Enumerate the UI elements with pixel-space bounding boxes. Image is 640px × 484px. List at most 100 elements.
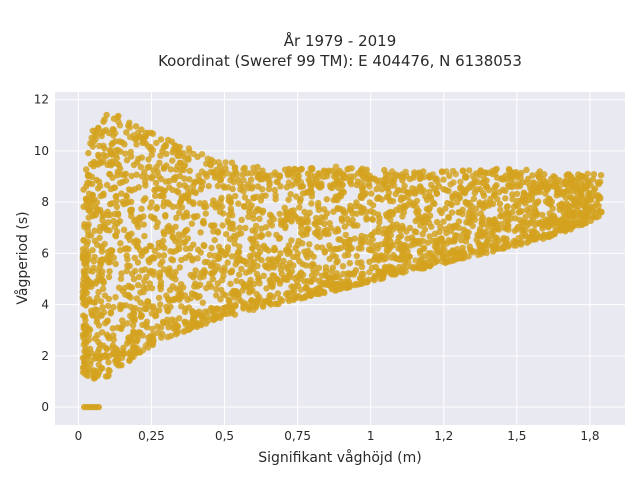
data-point <box>562 177 569 185</box>
data-point <box>229 173 236 181</box>
data-point <box>194 255 201 262</box>
data-point <box>194 212 201 220</box>
data-point <box>402 258 409 265</box>
data-point <box>515 180 522 187</box>
data-point <box>156 273 163 281</box>
data-point <box>275 235 283 242</box>
data-point <box>126 262 133 270</box>
data-point <box>491 190 498 198</box>
data-point <box>326 220 333 227</box>
data-point <box>472 211 479 218</box>
data-point <box>542 216 550 223</box>
data-point <box>198 315 206 322</box>
data-point <box>156 307 163 314</box>
data-point <box>238 265 245 273</box>
data-point <box>542 198 550 205</box>
data-point <box>110 303 117 311</box>
data-point <box>228 159 236 166</box>
data-point <box>341 223 348 230</box>
data-point <box>364 175 371 182</box>
data-point <box>253 270 261 278</box>
data-point <box>204 313 211 321</box>
data-point <box>323 226 330 234</box>
data-point <box>140 213 147 220</box>
data-point <box>352 202 359 210</box>
data-point <box>436 228 443 235</box>
data-point <box>80 237 87 244</box>
data-point <box>139 321 146 329</box>
data-point <box>590 171 598 178</box>
data-point <box>352 280 360 288</box>
x-tick-label: 0,5 <box>215 429 234 443</box>
data-point <box>424 239 432 246</box>
data-point <box>202 210 209 217</box>
data-point <box>139 173 146 180</box>
data-point <box>85 232 92 239</box>
data-point <box>228 267 236 274</box>
data-point <box>578 173 585 180</box>
data-point <box>395 234 403 241</box>
y-tick-label: 10 <box>34 144 49 158</box>
data-point <box>109 200 116 207</box>
data-point <box>521 230 528 238</box>
data-point <box>443 168 450 175</box>
data-point <box>266 276 273 284</box>
data-point <box>149 130 157 137</box>
data-point <box>307 292 314 299</box>
data-point <box>294 250 301 257</box>
data-point <box>426 188 433 195</box>
data-point <box>421 220 428 227</box>
data-point <box>95 338 102 346</box>
data-point <box>231 240 238 247</box>
data-point <box>518 222 526 229</box>
data-point <box>284 276 291 283</box>
data-point <box>262 224 270 231</box>
data-point <box>210 310 217 317</box>
data-point <box>133 171 140 178</box>
data-point <box>273 178 280 186</box>
data-point <box>112 233 120 240</box>
data-point <box>469 184 476 191</box>
data-point <box>575 197 583 204</box>
data-point <box>444 258 451 266</box>
data-point <box>258 231 265 239</box>
data-point <box>402 268 409 275</box>
data-point <box>182 156 190 163</box>
data-point <box>339 206 347 214</box>
data-point <box>445 237 452 244</box>
data-point <box>142 247 150 255</box>
data-point <box>318 244 326 251</box>
data-point <box>157 278 165 286</box>
data-point <box>214 228 221 235</box>
data-point <box>85 251 92 258</box>
data-point <box>388 182 395 189</box>
data-point <box>176 286 183 293</box>
data-point <box>216 208 224 215</box>
data-point <box>315 183 322 190</box>
data-point <box>358 245 365 252</box>
data-point <box>96 234 103 242</box>
data-point <box>241 203 248 210</box>
data-point <box>105 273 113 281</box>
data-point <box>405 253 412 260</box>
data-point <box>529 216 537 224</box>
data-point <box>568 175 575 182</box>
data-point <box>188 220 196 227</box>
data-point <box>242 224 249 232</box>
data-point <box>185 322 193 329</box>
data-point <box>200 217 207 225</box>
data-point <box>175 231 182 238</box>
data-point <box>301 248 308 255</box>
data-point <box>90 264 97 271</box>
data-point <box>143 305 150 313</box>
data-point <box>113 346 121 354</box>
data-points <box>79 111 605 411</box>
data-point <box>103 152 110 160</box>
data-point <box>583 200 590 207</box>
data-point <box>433 239 440 246</box>
data-point <box>85 214 92 221</box>
data-point <box>248 202 255 209</box>
data-point <box>217 314 224 321</box>
data-point <box>106 268 113 275</box>
data-point <box>84 179 91 187</box>
